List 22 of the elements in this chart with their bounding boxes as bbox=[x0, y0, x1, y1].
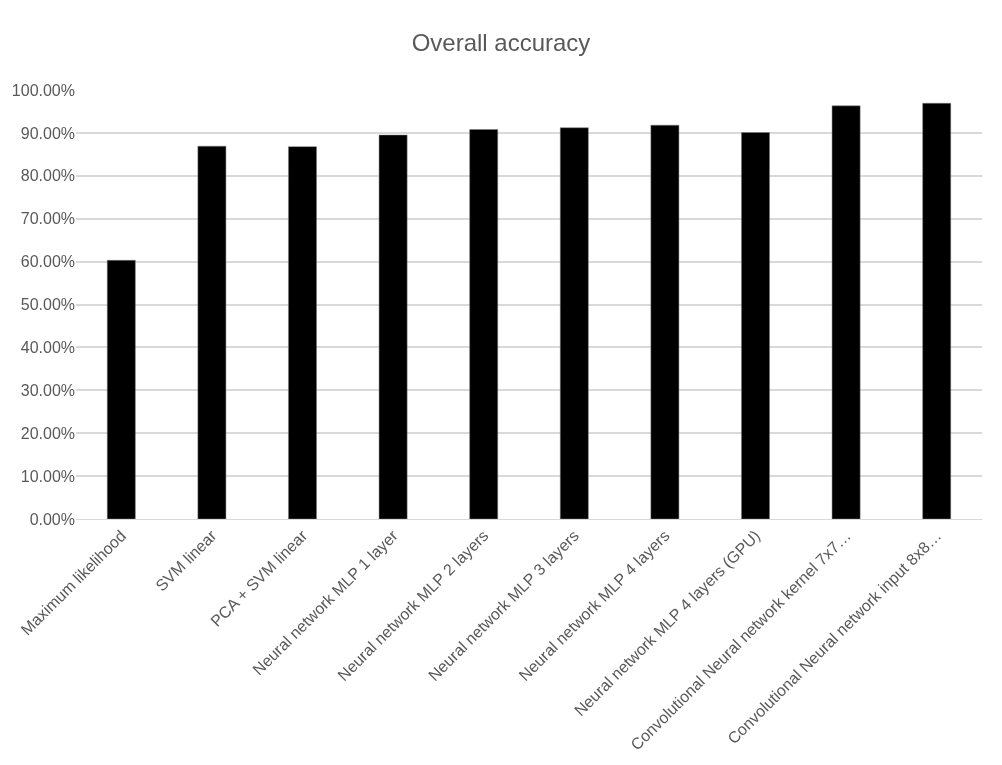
bar bbox=[560, 127, 589, 519]
bar bbox=[288, 146, 317, 519]
bar bbox=[741, 132, 770, 519]
y-tick-label: 0.00% bbox=[29, 510, 75, 528]
y-tick-label: 50.00% bbox=[20, 296, 75, 314]
y-tick-label: 90.00% bbox=[20, 124, 75, 142]
bar bbox=[107, 260, 136, 519]
bar bbox=[197, 145, 227, 519]
y-tick-label: 100.00% bbox=[11, 81, 75, 99]
y-tick-label: 20.00% bbox=[20, 424, 75, 442]
y-tick-label: 30.00% bbox=[20, 381, 75, 399]
y-tick-label: 60.00% bbox=[20, 253, 75, 271]
bar bbox=[650, 124, 680, 519]
y-tick-label: 80.00% bbox=[20, 167, 75, 185]
bar bbox=[378, 134, 408, 519]
y-tick-label: 10.00% bbox=[20, 467, 75, 485]
y-tick-label: 70.00% bbox=[20, 210, 75, 228]
chart-title: Overall accuracy bbox=[411, 29, 591, 57]
bar bbox=[469, 129, 498, 519]
bar bbox=[831, 105, 861, 519]
bar bbox=[922, 103, 951, 519]
y-tick-label: 40.00% bbox=[20, 339, 75, 356]
